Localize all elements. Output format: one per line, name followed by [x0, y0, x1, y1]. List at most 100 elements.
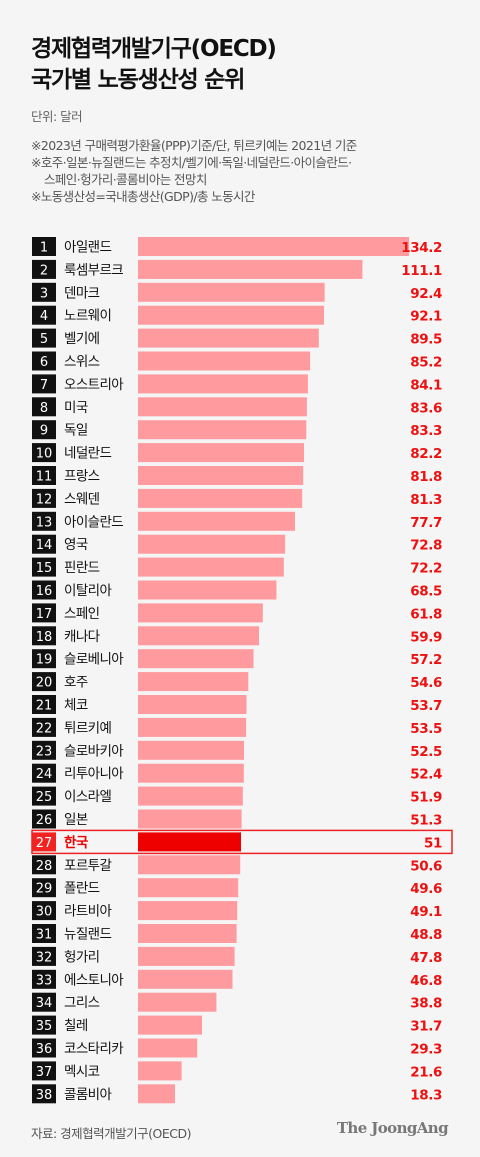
row-13-country-label: 아이슬란드: [64, 514, 123, 530]
row-22-value-label: 53.5: [410, 721, 442, 737]
row-33-value-label: 46.8: [410, 973, 442, 989]
row-26-rank-label: 26: [36, 813, 53, 828]
row-6-rank-label: 6: [40, 355, 48, 370]
note-ppp: ※2023년 구매력평가환율(PPP)기준/단, 튀르키예는 2021년 기준: [31, 138, 357, 153]
row-25-rank-box: [32, 786, 56, 806]
row-10-country-label: 네덜란드: [64, 446, 111, 462]
row-15-rank-box: [32, 557, 56, 577]
row-19-value-label: 57.2: [410, 652, 442, 668]
row-27-rank-box: [32, 832, 56, 852]
row-14-value-label: 72.8: [410, 538, 442, 554]
row-29-bar: [138, 878, 239, 898]
note-estimates: ※호주·일본·뉴질랜드는 추정치/벨기에·독일·네덜란드·아이슬란드·: [31, 155, 352, 170]
row-11-country-label: 프랑스: [64, 469, 100, 485]
row-30-country-label: 라트비아: [64, 904, 112, 920]
row-20-bar: [138, 672, 249, 692]
row-8-bar: [138, 397, 307, 417]
row-10-value-label: 82.2: [410, 446, 442, 462]
row-15-bar: [138, 557, 284, 577]
row-16-value-label: 68.5: [410, 584, 442, 600]
row-21-rank-label: 21: [36, 699, 53, 714]
row-29-rank-label: 29: [36, 882, 53, 897]
row-19-rank-label: 19: [36, 653, 53, 668]
row-8-rank-box: [32, 397, 56, 417]
row-11-value-label: 81.8: [410, 469, 442, 485]
row-19-bar: [138, 649, 254, 669]
row-18-rank-label: 18: [36, 630, 53, 645]
row-26-rank-box: [32, 809, 56, 829]
row-10-rank-label: 10: [36, 447, 53, 462]
row-34-rank-box: [32, 992, 56, 1012]
row-37-bar: [138, 1061, 182, 1081]
row-29-country-label: 폴란드: [64, 881, 100, 897]
row-2-value-label: 111.1: [401, 263, 442, 279]
row-34-country-label: 그리스: [64, 995, 100, 1011]
row-9-rank-label: 9: [40, 424, 48, 439]
row-1-value-label: 134.2: [401, 240, 442, 256]
row-28-country-label: 포르투갈: [64, 858, 111, 874]
row-28-rank-label: 28: [36, 859, 53, 874]
row-5-bar: [138, 328, 319, 348]
row-37-country-label: 멕시코: [64, 1064, 100, 1080]
row-20-country-label: 호주: [64, 675, 88, 691]
row-11-rank-label: 11: [36, 470, 53, 485]
row-31-value-label: 48.8: [410, 927, 442, 943]
row-22-country-label: 튀르키예: [64, 720, 111, 736]
row-36-rank-box: [32, 1038, 56, 1058]
row-14-bar: [138, 534, 286, 554]
row-12-value-label: 81.3: [410, 492, 442, 508]
row-12-rank-box: [32, 488, 56, 508]
row-13-value-label: 77.7: [410, 515, 442, 531]
highlight-row-border: [31, 829, 453, 855]
row-18-bar: [138, 626, 259, 646]
row-12-country-label: 스웨덴: [64, 491, 100, 507]
row-35-rank-label: 35: [36, 1019, 53, 1034]
row-21-value-label: 53.7: [410, 698, 442, 714]
row-4-rank-label: 4: [40, 309, 48, 324]
row-37-rank-label: 37: [36, 1065, 53, 1080]
row-34-rank-label: 34: [36, 996, 53, 1011]
row-28-rank-box: [32, 855, 56, 875]
row-36-bar: [138, 1038, 198, 1058]
row-38-bar: [138, 1084, 175, 1104]
row-23-bar: [138, 740, 244, 760]
row-2-bar: [138, 259, 363, 279]
row-32-country-label: 헝가리: [64, 949, 99, 965]
row-22-rank-box: [32, 717, 56, 737]
row-21-rank-box: [32, 695, 56, 714]
row-15-country-label: 핀란드: [64, 560, 100, 576]
title-line-2: 국가별 노동생산성 순위: [31, 67, 245, 93]
row-2-country-label: 룩셈부르크: [64, 262, 123, 278]
row-14-country-label: 영국: [64, 537, 88, 553]
row-37-value-label: 21.6: [410, 1064, 442, 1080]
row-20-value-label: 54.6: [410, 675, 442, 691]
row-30-rank-box: [32, 901, 56, 921]
row-3-country-label: 덴마크: [64, 285, 100, 301]
row-12-bar: [138, 488, 303, 508]
row-16-rank-box: [32, 580, 56, 600]
row-20-rank-label: 20: [36, 676, 53, 691]
row-28-value-label: 50.6: [410, 858, 442, 874]
row-4-country-label: 노르웨이: [64, 308, 111, 324]
row-31-rank-box: [32, 924, 56, 943]
note-forecasts: 스페인·헝가리·콜롬비아는 전망치: [44, 172, 207, 187]
row-9-bar: [138, 420, 307, 440]
row-5-rank-label: 5: [40, 332, 48, 347]
row-23-country-label: 슬로바키아: [64, 743, 124, 759]
row-32-rank-label: 32: [36, 950, 53, 965]
row-10-bar: [138, 443, 304, 463]
row-18-value-label: 59.9: [410, 629, 442, 645]
chart-title: 경제협력개발기구(OECD) 국가별 노동생산성 순위: [31, 34, 277, 96]
row-27-value-label: 51: [424, 835, 442, 851]
row-6-value-label: 85.2: [410, 355, 442, 371]
row-15-value-label: 72.2: [410, 561, 442, 577]
chart-notes: ※2023년 구매력평가환율(PPP)기준/단, 튀르키예는 2021년 기준 …: [31, 137, 357, 205]
row-30-rank-label: 30: [36, 905, 53, 920]
row-36-country-label: 코스타리카: [64, 1041, 123, 1057]
row-7-rank-label: 7: [40, 378, 48, 393]
row-4-bar: [138, 305, 324, 325]
row-20-rank-box: [32, 672, 56, 692]
row-30-bar: [138, 901, 238, 921]
row-5-value-label: 89.5: [410, 332, 442, 348]
row-18-country-label: 캐나다: [64, 629, 101, 645]
